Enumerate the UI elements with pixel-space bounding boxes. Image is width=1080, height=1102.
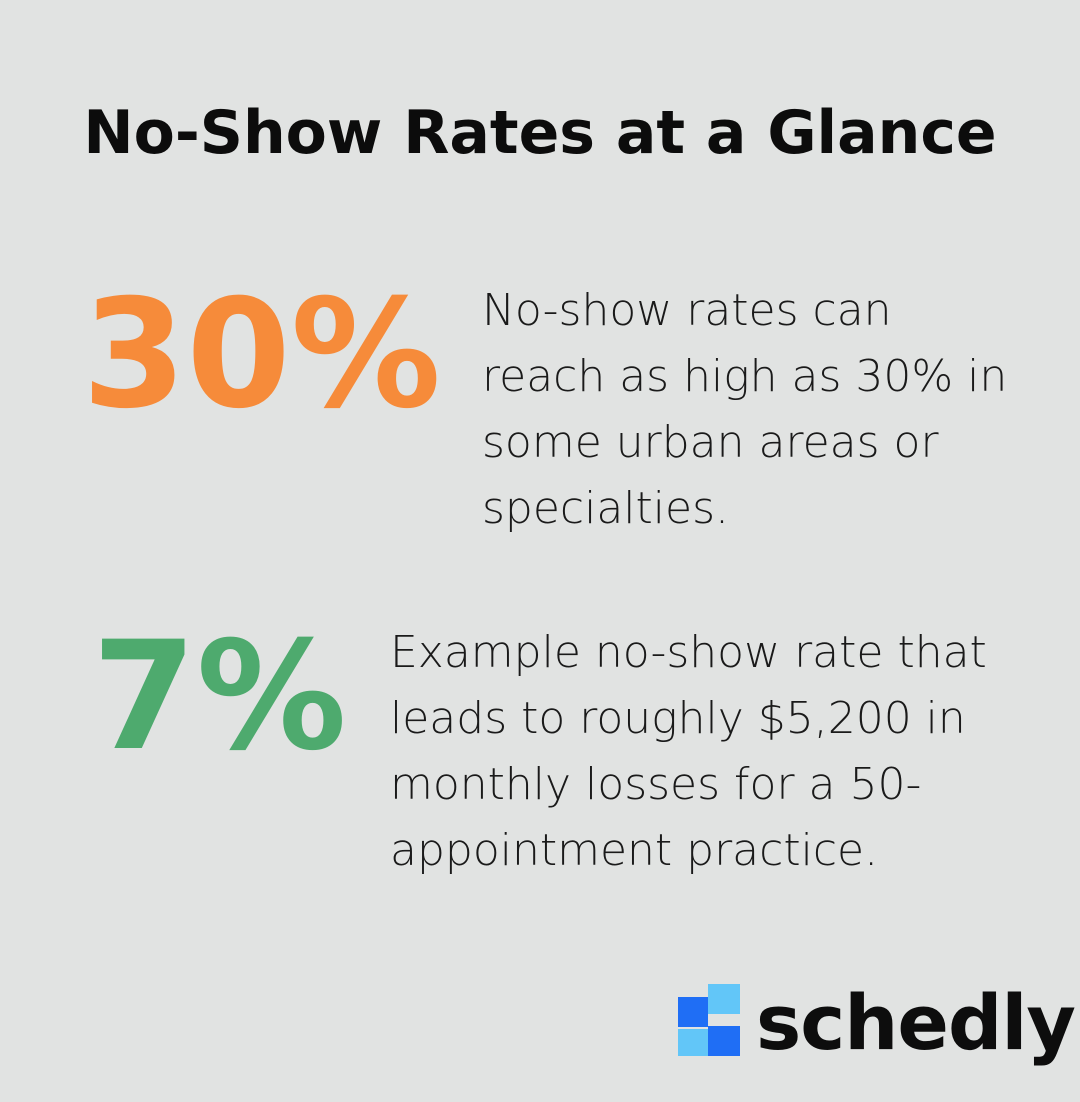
description-line: leads to roughly $5,200 in bbox=[390, 693, 966, 744]
logo-text: schedly bbox=[756, 978, 1076, 1067]
logo-square bbox=[678, 1029, 708, 1056]
stat-description: Example no-show rate that leads to roughl… bbox=[390, 620, 987, 884]
description-line: reach as high as 30% in bbox=[482, 351, 1008, 402]
logo-square bbox=[708, 984, 740, 1014]
stat-value: 7% bbox=[92, 610, 347, 784]
description-line: monthly losses for a 50- bbox=[390, 759, 922, 810]
logo-square bbox=[678, 997, 708, 1027]
description-line: specialties. bbox=[482, 483, 729, 534]
description-line: No-show rates can bbox=[482, 285, 892, 336]
stat-value: 30% bbox=[82, 268, 442, 442]
description-line: appointment practice. bbox=[390, 825, 879, 876]
logo-icon bbox=[678, 984, 740, 1056]
description-line: Example no-show rate that bbox=[390, 627, 987, 678]
description-line: some urban areas or bbox=[482, 417, 939, 468]
title: No-Show Rates at a Glance bbox=[83, 98, 997, 168]
stat-description: No-show rates can reach as high as 30% in… bbox=[482, 278, 1007, 542]
logo-square bbox=[708, 1026, 740, 1056]
